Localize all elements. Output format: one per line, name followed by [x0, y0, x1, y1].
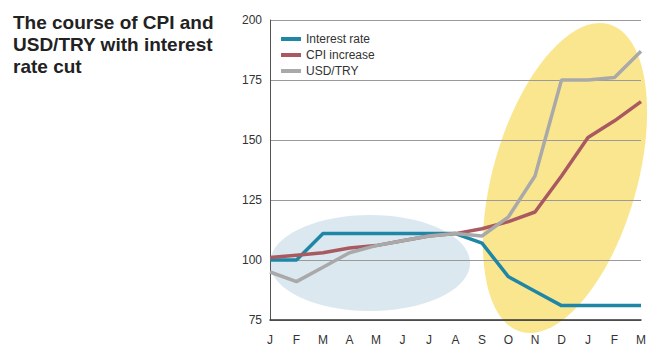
svg-text:O: O	[504, 333, 513, 347]
svg-text:S: S	[478, 333, 486, 347]
svg-text:USD/TRY with interest: USD/TRY with interest	[13, 34, 218, 55]
svg-text:175: 175	[242, 73, 262, 87]
svg-text:A: A	[345, 333, 353, 347]
svg-text:J: J	[585, 333, 591, 347]
svg-text:M: M	[636, 333, 646, 347]
svg-text:75: 75	[249, 313, 263, 327]
svg-text:D: D	[557, 333, 566, 347]
svg-text:F: F	[293, 333, 300, 347]
svg-text:USD/TRY: USD/TRY	[306, 64, 358, 78]
svg-text:CPI increase: CPI increase	[306, 48, 375, 62]
svg-text:150: 150	[242, 133, 262, 147]
svg-text:M: M	[318, 333, 328, 347]
svg-text:The course of CPI and: The course of CPI and	[13, 12, 219, 33]
svg-text:J: J	[426, 333, 432, 347]
svg-text:200: 200	[242, 13, 262, 27]
svg-text:J: J	[400, 333, 406, 347]
svg-text:A: A	[451, 333, 459, 347]
svg-text:rate cut: rate cut	[13, 56, 82, 77]
svg-text:100: 100	[242, 253, 262, 267]
svg-text:Interest rate: Interest rate	[306, 32, 370, 46]
svg-text:J: J	[267, 333, 273, 347]
svg-text:N: N	[531, 333, 540, 347]
svg-text:M: M	[371, 333, 381, 347]
svg-text:F: F	[611, 333, 618, 347]
svg-text:125: 125	[242, 193, 262, 207]
